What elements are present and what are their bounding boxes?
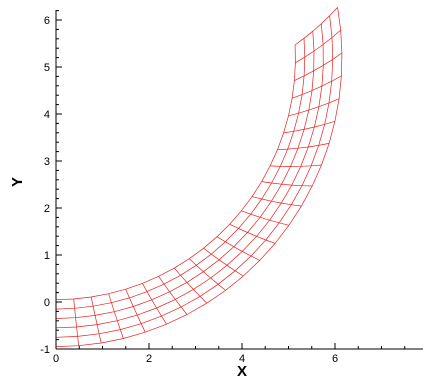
mesh-radial-line: [294, 7, 338, 46]
mesh-arc-line: [55, 38, 306, 310]
mesh-radial-line: [241, 210, 289, 226]
y-tick-label: 4: [44, 109, 50, 121]
x-tick-label: 4: [239, 353, 245, 365]
mesh-radial-line: [294, 52, 343, 81]
axes-layer: [55, 10, 423, 350]
mesh-radial-line: [261, 181, 313, 187]
y-tick-label: 2: [44, 203, 50, 215]
mesh-radial-line: [295, 29, 341, 64]
x-axis-label: X: [237, 363, 247, 379]
y-tick-label: 1: [44, 250, 50, 262]
mesh-radial-line: [229, 223, 276, 244]
y-axis-label: Y: [9, 177, 26, 187]
mesh-arc-line: [55, 31, 315, 319]
mesh-radial-line: [125, 289, 146, 333]
y-tick-label: -1: [40, 344, 50, 356]
x-tick-label: 2: [146, 353, 152, 365]
mesh-radial-line: [174, 267, 208, 304]
mesh-radial-line: [216, 236, 260, 261]
mesh-radial-line: [73, 298, 80, 346]
y-tick-label: 5: [44, 62, 50, 74]
y-tick-label: 6: [44, 15, 50, 27]
mesh-radial-line: [291, 75, 342, 99]
mesh-radial-line: [283, 120, 335, 134]
mesh-radial-line: [189, 258, 226, 291]
mesh-radial-line: [252, 196, 302, 207]
y-tick-label: 3: [44, 156, 50, 168]
y-tick-label: 0: [44, 297, 50, 309]
mesh-radial-line: [288, 98, 340, 117]
mesh-radial-line: [90, 296, 102, 344]
mesh-arc-line: [55, 44, 296, 301]
x-tick-label: 0: [53, 353, 59, 365]
x-tick-label: 6: [332, 353, 338, 365]
mesh-radial-line: [270, 164, 322, 167]
mesh-radial-line: [203, 247, 244, 277]
mesh-radial-line: [108, 293, 124, 339]
mesh-radial-line: [142, 283, 167, 325]
mesh-arc-line: [55, 23, 324, 329]
mesh-radial-line: [158, 276, 188, 315]
mesh-radial-line: [277, 143, 330, 151]
mesh-layer: [55, 7, 343, 347]
